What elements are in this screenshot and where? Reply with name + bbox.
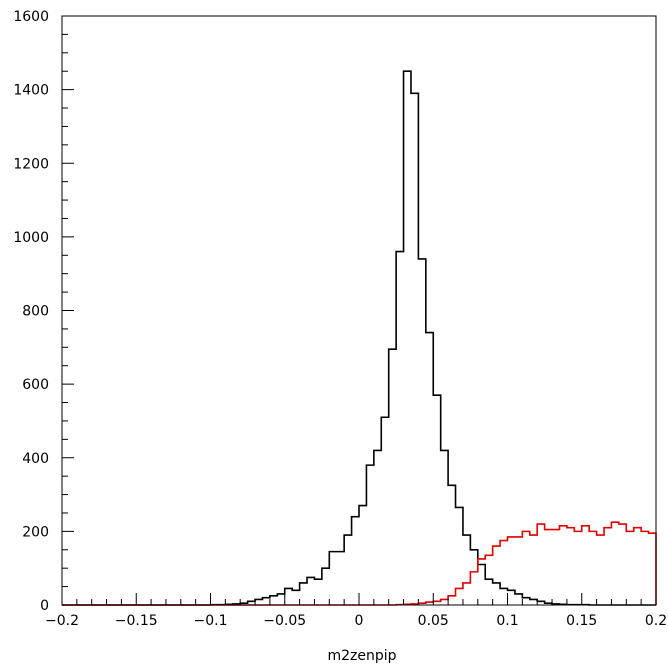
y-tick-label: 0 [40,598,49,614]
x-tick-label: 0 [355,613,364,629]
y-tick-label: 600 [22,377,49,393]
series-1-histogram [62,70,656,606]
y-tick-label: 1200 [13,156,49,172]
x-tick-label: −0.1 [194,613,228,629]
series-layer [62,70,657,606]
x-tick-label: −0.2 [45,613,79,629]
y-tick-label: 1000 [13,230,49,246]
y-tick-label: 1600 [13,9,49,25]
y-tick-label: 200 [22,524,49,540]
x-tick-label: 0.05 [418,613,449,629]
x-tick-label: −0.05 [263,613,306,629]
x-tick-label: 0.2 [645,613,667,629]
x-tick-label: 0.15 [566,613,597,629]
y-tick-label: 1400 [13,83,49,99]
x-tick-label: 0.1 [496,613,518,629]
series-2-histogram [62,521,657,606]
y-tick-label: 800 [22,304,49,320]
x-tick-label: −0.15 [115,613,158,629]
y-tick-label: 400 [22,451,49,467]
x-axis-title: m2zenpip [327,648,396,664]
axes-layer: −0.2 −0.15 −0.1 −0.05 0 0.05 0.1 0.15 0.2 0 200 400… [13,9,667,629]
